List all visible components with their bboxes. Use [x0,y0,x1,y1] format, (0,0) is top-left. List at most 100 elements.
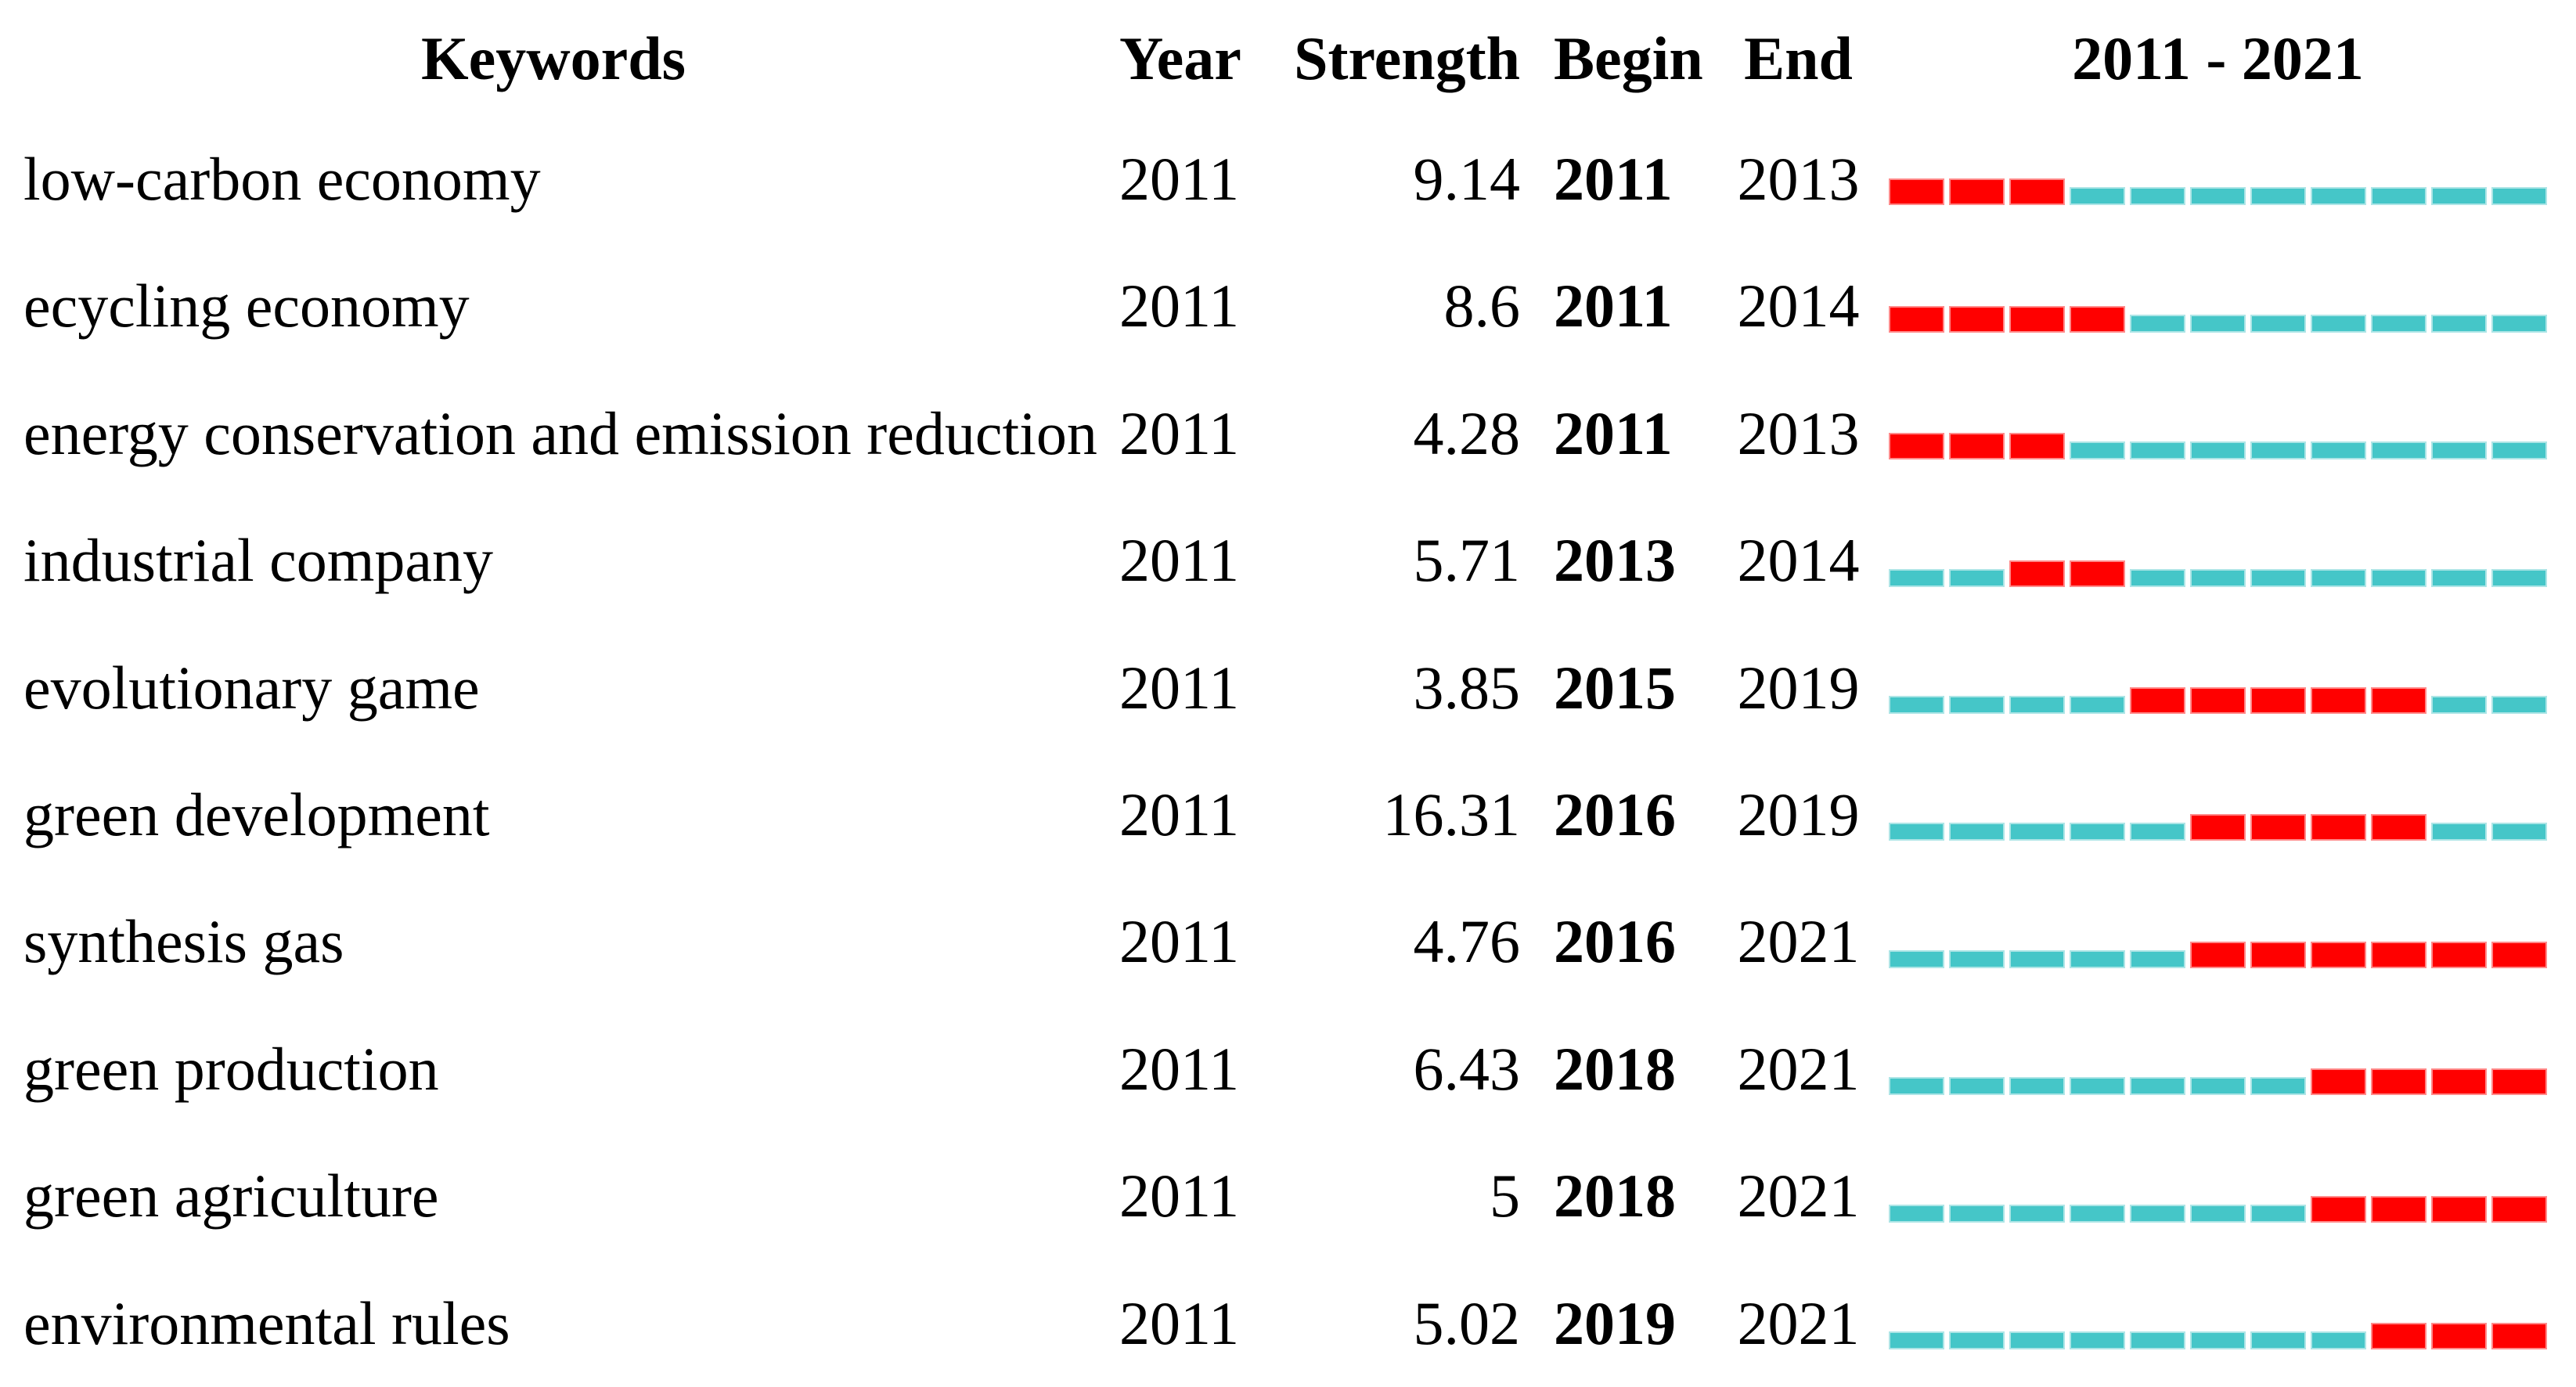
base-year-segment [2431,568,2487,587]
base-year-segment [2009,695,2065,714]
base-year-segment [1949,949,2005,968]
base-year-segment [2311,187,2366,206]
year-value: 2011 [1119,1288,1240,1357]
base-year-segment [2190,314,2246,333]
year-value: 2011 [1119,526,1240,595]
base-year-segment [2371,441,2426,460]
table-row: industrial company 2011 5.71 2013 2014 [0,459,2576,591]
table-row: green development 2011 16.31 2016 2019 [0,714,2576,845]
table-row: ecycling economy 2011 8.6 2011 2014 [0,205,2576,337]
end-year-value: 2014 [1737,272,1860,340]
strength-value: 8.6 [1443,272,1521,340]
burst-year-segment [2431,941,2487,968]
base-year-segment [1949,695,2005,714]
header-strength: Strength [1294,24,1520,92]
table-row: green agriculture 2011 5 2018 2021 [0,1095,2576,1227]
keyword-label: environmental rules [23,1288,510,1357]
header-begin: Begin [1554,24,1703,92]
base-year-segment [2130,1077,2185,1096]
base-year-segment [1889,695,1944,714]
end-year-value: 2021 [1737,1162,1860,1230]
begin-year-value: 2018 [1554,1034,1676,1103]
table-row: synthesis gas 2011 4.76 2016 2021 [0,841,2576,972]
base-year-segment [2491,823,2547,841]
burst-year-segment [2311,1195,2366,1223]
burst-year-segment [2371,814,2426,841]
table-row: low-carbon economy 2011 9.14 2011 2013 [0,78,2576,210]
end-year-value: 2013 [1737,398,1860,467]
base-year-segment [2311,568,2366,587]
begin-year-value: 2011 [1554,145,1673,213]
strength-value: 6.43 [1413,1034,1521,1103]
begin-year-value: 2016 [1554,780,1676,848]
table-row: energy conservation and emission reducti… [0,333,2576,463]
base-year-segment [2371,187,2426,206]
base-year-segment [2190,568,2246,587]
begin-year-value: 2011 [1554,398,1673,467]
end-year-value: 2014 [1737,526,1860,595]
base-year-segment [2070,949,2125,968]
end-year-value: 2021 [1737,1034,1860,1103]
year-value: 2011 [1119,907,1240,976]
keyword-label: industrial company [23,526,494,595]
keyword-label: green agriculture [23,1162,439,1230]
burst-timeline-bar [1889,178,2547,206]
burst-year-segment [2070,305,2125,333]
base-year-segment [2070,695,2125,714]
year-value: 2011 [1119,272,1240,340]
burst-year-segment [2371,1195,2426,1223]
strength-value: 4.76 [1413,907,1521,976]
base-year-segment [2491,568,2547,587]
base-year-segment [2070,1077,2125,1096]
base-year-segment [2070,1204,2125,1223]
header-timeline-range: 2011 - 2021 [2072,24,2364,92]
burst-timeline-bar [1889,941,2547,968]
base-year-segment [2431,187,2487,206]
burst-timeline-bar [1889,433,2547,460]
burst-timeline-bar [1889,1322,2547,1349]
strength-value: 3.85 [1413,653,1521,722]
burst-year-segment [1889,305,1944,333]
base-year-segment [1889,823,1944,841]
base-year-segment [2070,187,2125,206]
base-year-segment [2250,1204,2306,1223]
base-year-segment [2130,1204,2185,1223]
burst-year-segment [2371,686,2426,714]
base-year-segment [2190,187,2246,206]
base-year-segment [2070,441,2125,460]
base-year-segment [2130,187,2185,206]
year-value: 2011 [1119,1034,1240,1103]
base-year-segment [2311,441,2366,460]
base-year-segment [1889,1077,1944,1096]
burst-year-segment [2431,1068,2487,1096]
table-row: environmental rules 2011 5.02 2019 2021 [0,1223,2576,1353]
end-year-value: 2021 [1737,907,1860,976]
base-year-segment [2190,1204,2246,1223]
keyword-label: energy conservation and emission reducti… [23,398,1097,467]
base-year-segment [1889,1204,1944,1223]
base-year-segment [1889,949,1944,968]
strength-value: 16.31 [1382,780,1521,848]
table-header-row: Keywords Year Strength Begin End 2011 - … [0,28,2576,99]
burst-timeline-bar [1889,1068,2547,1096]
burst-year-segment [2311,814,2366,841]
base-year-segment [2190,1331,2246,1349]
strength-value: 9.14 [1413,145,1521,213]
base-year-segment [2070,823,2125,841]
end-year-value: 2021 [1737,1288,1860,1357]
end-year-value: 2019 [1737,653,1860,722]
base-year-segment [2190,1077,2246,1096]
burst-year-segment [2431,1322,2487,1349]
base-year-segment [2431,695,2487,714]
strength-value: 5.02 [1413,1288,1521,1357]
strength-value: 5 [1490,1162,1520,1230]
burst-year-segment [1889,178,1944,206]
burst-year-segment [1949,178,2005,206]
base-year-segment [2130,314,2185,333]
burst-timeline-bar [1889,560,2547,587]
base-year-segment [2130,568,2185,587]
begin-year-value: 2018 [1554,1162,1676,1230]
burst-year-segment [2009,433,2065,460]
base-year-segment [2311,314,2366,333]
burst-year-segment [2371,1068,2426,1096]
